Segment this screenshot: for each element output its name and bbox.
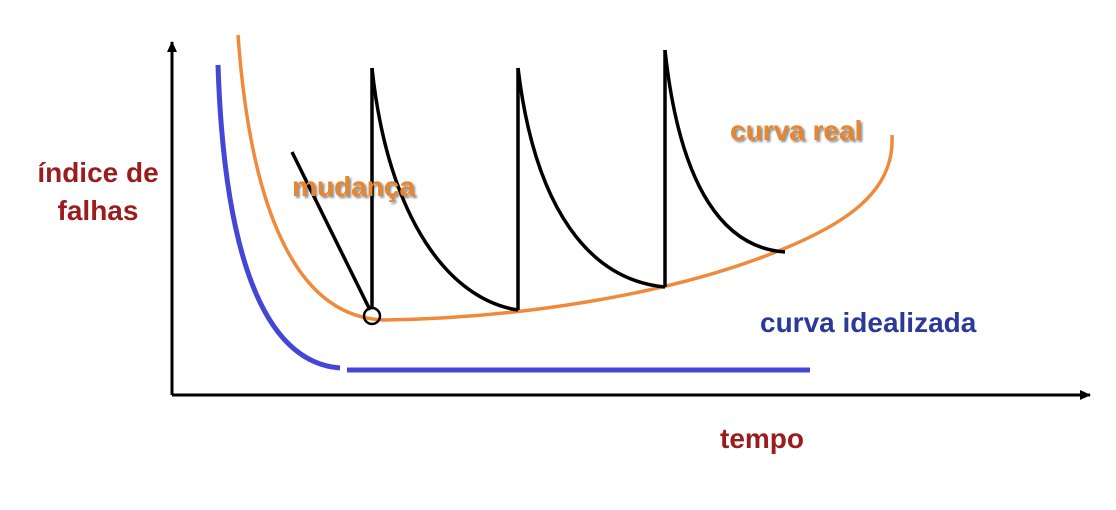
change-arrow	[290, 151, 372, 311]
x-axis-label: tempo	[720, 423, 804, 454]
y-axis-label: índice de	[37, 157, 158, 188]
decay	[516, 67, 666, 289]
change-label: mudança	[292, 171, 415, 202]
idealized-curve-label: curva idealizada	[760, 307, 977, 338]
decay	[663, 49, 786, 254]
change-spikes	[290, 49, 786, 326]
change-point	[362, 306, 382, 326]
real-curve-label: curva real	[730, 115, 862, 146]
real-curve	[236, 34, 894, 322]
decay	[370, 67, 519, 312]
y-axis-label: falhas	[58, 195, 139, 226]
idealized-curve-decay	[215, 64, 341, 371]
